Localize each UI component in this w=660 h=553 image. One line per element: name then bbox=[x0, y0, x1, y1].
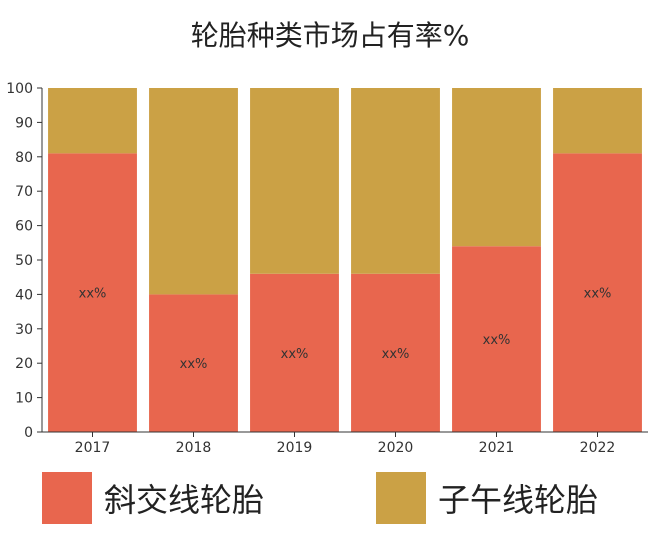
legend-item-radial: 子午线轮胎 bbox=[376, 472, 598, 524]
bar-chart: xx% xx% xx% xx% xx% xx% 0 10 20 30 40 50 60 70 80 90 10… bbox=[6, 81, 648, 456]
axes-group: 0 10 20 30 40 50 60 70 80 90 100 2017 2018 2019 2020 20… bbox=[6, 81, 648, 456]
y-tick-label-20: 20 bbox=[15, 356, 33, 372]
bar-radial-2017 bbox=[48, 88, 137, 154]
y-tick-label-30: 30 bbox=[15, 322, 33, 338]
bar-label-2021: xx% bbox=[483, 333, 511, 348]
y-tick-label-70: 70 bbox=[15, 184, 33, 200]
y-tick-label-0: 0 bbox=[24, 425, 33, 441]
bar-radial-2018 bbox=[149, 88, 238, 295]
x-tick-label-2021: 2021 bbox=[479, 440, 515, 456]
y-tick-label-10: 10 bbox=[15, 391, 33, 407]
x-tick-label-2017: 2017 bbox=[75, 440, 111, 456]
bar-label-2020: xx% bbox=[382, 347, 410, 362]
y-tick-label-90: 90 bbox=[15, 115, 33, 131]
bar-radial-2019 bbox=[250, 88, 339, 274]
y-tick-label-50: 50 bbox=[15, 253, 33, 269]
bar-labels-group: xx% xx% xx% xx% xx% xx% bbox=[79, 287, 612, 373]
chart-title: 轮胎种类市场占有率% bbox=[190, 19, 470, 52]
bar-radial-2021 bbox=[452, 88, 541, 247]
bar-label-2017: xx% bbox=[79, 287, 107, 302]
legend-swatch-radial bbox=[376, 472, 426, 524]
bar-radial-2020 bbox=[351, 88, 440, 274]
bar-bias-2022 bbox=[553, 153, 642, 433]
legend-label-bias: 斜交线轮胎 bbox=[104, 481, 265, 519]
y-tick-label-40: 40 bbox=[15, 287, 33, 303]
y-tick-label-100: 100 bbox=[6, 81, 33, 97]
x-tick-label-2022: 2022 bbox=[580, 440, 616, 456]
legend-item-bias: 斜交线轮胎 bbox=[42, 472, 264, 524]
bar-label-2018: xx% bbox=[180, 357, 208, 372]
legend-swatch-bias bbox=[42, 472, 92, 524]
bar-radial-2022 bbox=[553, 88, 642, 154]
bar-bias-2019 bbox=[250, 273, 339, 432]
x-tick-label-2020: 2020 bbox=[378, 440, 414, 456]
bar-bias-2020 bbox=[351, 273, 440, 432]
bar-label-2022: xx% bbox=[584, 287, 612, 302]
x-tick-label-2019: 2019 bbox=[277, 440, 313, 456]
y-tick-label-80: 80 bbox=[15, 150, 33, 166]
legend: 斜交线轮胎 子午线轮胎 bbox=[0, 472, 660, 532]
bar-bias-2018 bbox=[149, 294, 238, 432]
bars-group bbox=[48, 88, 642, 433]
y-tick-label-60: 60 bbox=[15, 219, 33, 235]
legend-label-radial: 子午线轮胎 bbox=[438, 481, 599, 519]
bar-bias-2017 bbox=[48, 153, 137, 433]
x-tick-label-2018: 2018 bbox=[176, 440, 212, 456]
bar-label-2019: xx% bbox=[281, 347, 309, 362]
bar-bias-2021 bbox=[452, 246, 541, 432]
